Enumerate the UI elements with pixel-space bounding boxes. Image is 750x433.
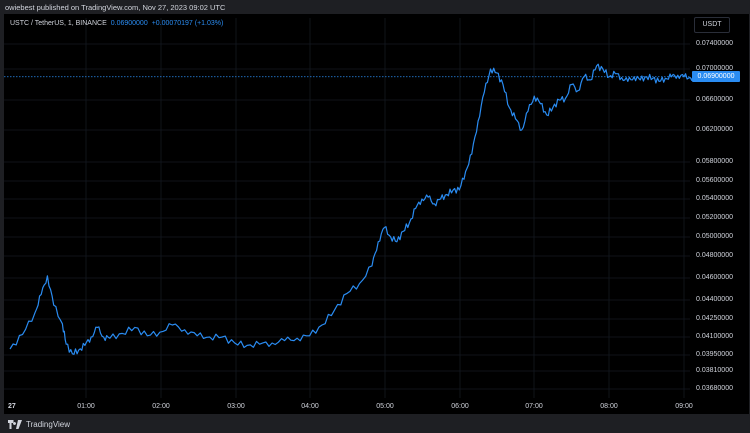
y-tick-label: 0.04600000 [696,274,733,281]
y-tick-label: 0.05000000 [696,233,733,240]
y-tick-label: 0.04800000 [696,252,733,259]
currency-button[interactable]: USDT [694,17,730,33]
y-tick-label: 0.03810000 [696,367,733,374]
symbol-name: USTC / TetherUS, 1, BINANCE [10,20,107,27]
y-tick-label: 0.07000000 [696,65,733,72]
y-tick-label: 0.05800000 [696,158,733,165]
x-tick-label: 09:00 [675,403,693,410]
x-tick-label: 04:00 [301,403,319,410]
x-tick-label: 01:00 [77,403,95,410]
chart-area[interactable] [4,14,749,414]
x-tick-label: 03:00 [227,403,245,410]
x-tick-label: 02:00 [152,403,170,410]
symbol-legend[interactable]: USTC / TetherUS, 1, BINANCE 0.06900000 +0.… [10,20,223,27]
y-tick-label: 0.03680000 [696,385,733,392]
y-tick-label: 0.04100000 [696,333,733,340]
x-tick-label: 05:00 [376,403,394,410]
y-tick-label: 0.05400000 [696,195,733,202]
tradingview-logo-icon [8,419,22,429]
last-price-value: 0.06900000 [110,20,148,27]
y-tick-label: 0.06200000 [696,126,733,133]
published-info: owiebest published on TradingView.com, N… [5,3,226,12]
y-tick-label: 0.05600000 [696,177,733,184]
publish-bar: owiebest published on TradingView.com, N… [0,0,750,16]
price-change: +0.00070197 (+1.03%) [151,20,224,27]
footer: TradingView [8,418,70,430]
price-series-line [9,63,697,355]
y-tick-label: 0.04250000 [696,315,733,322]
y-tick-label: 0.07400000 [696,40,733,47]
x-tick-label: 08:00 [600,403,618,410]
y-tick-label: 0.04400000 [696,296,733,303]
x-tick-label: 07:00 [525,403,543,410]
y-tick-label: 0.05200000 [696,214,733,221]
y-tick-label: 0.03950000 [696,351,733,358]
brand-name: TradingView [26,419,71,429]
x-tick-label: 06:00 [451,403,469,410]
y-tick-label: 0.06600000 [696,96,733,103]
last-price-tag: 0.06900000 [692,71,740,82]
x-tick-label: 27 [8,403,16,410]
